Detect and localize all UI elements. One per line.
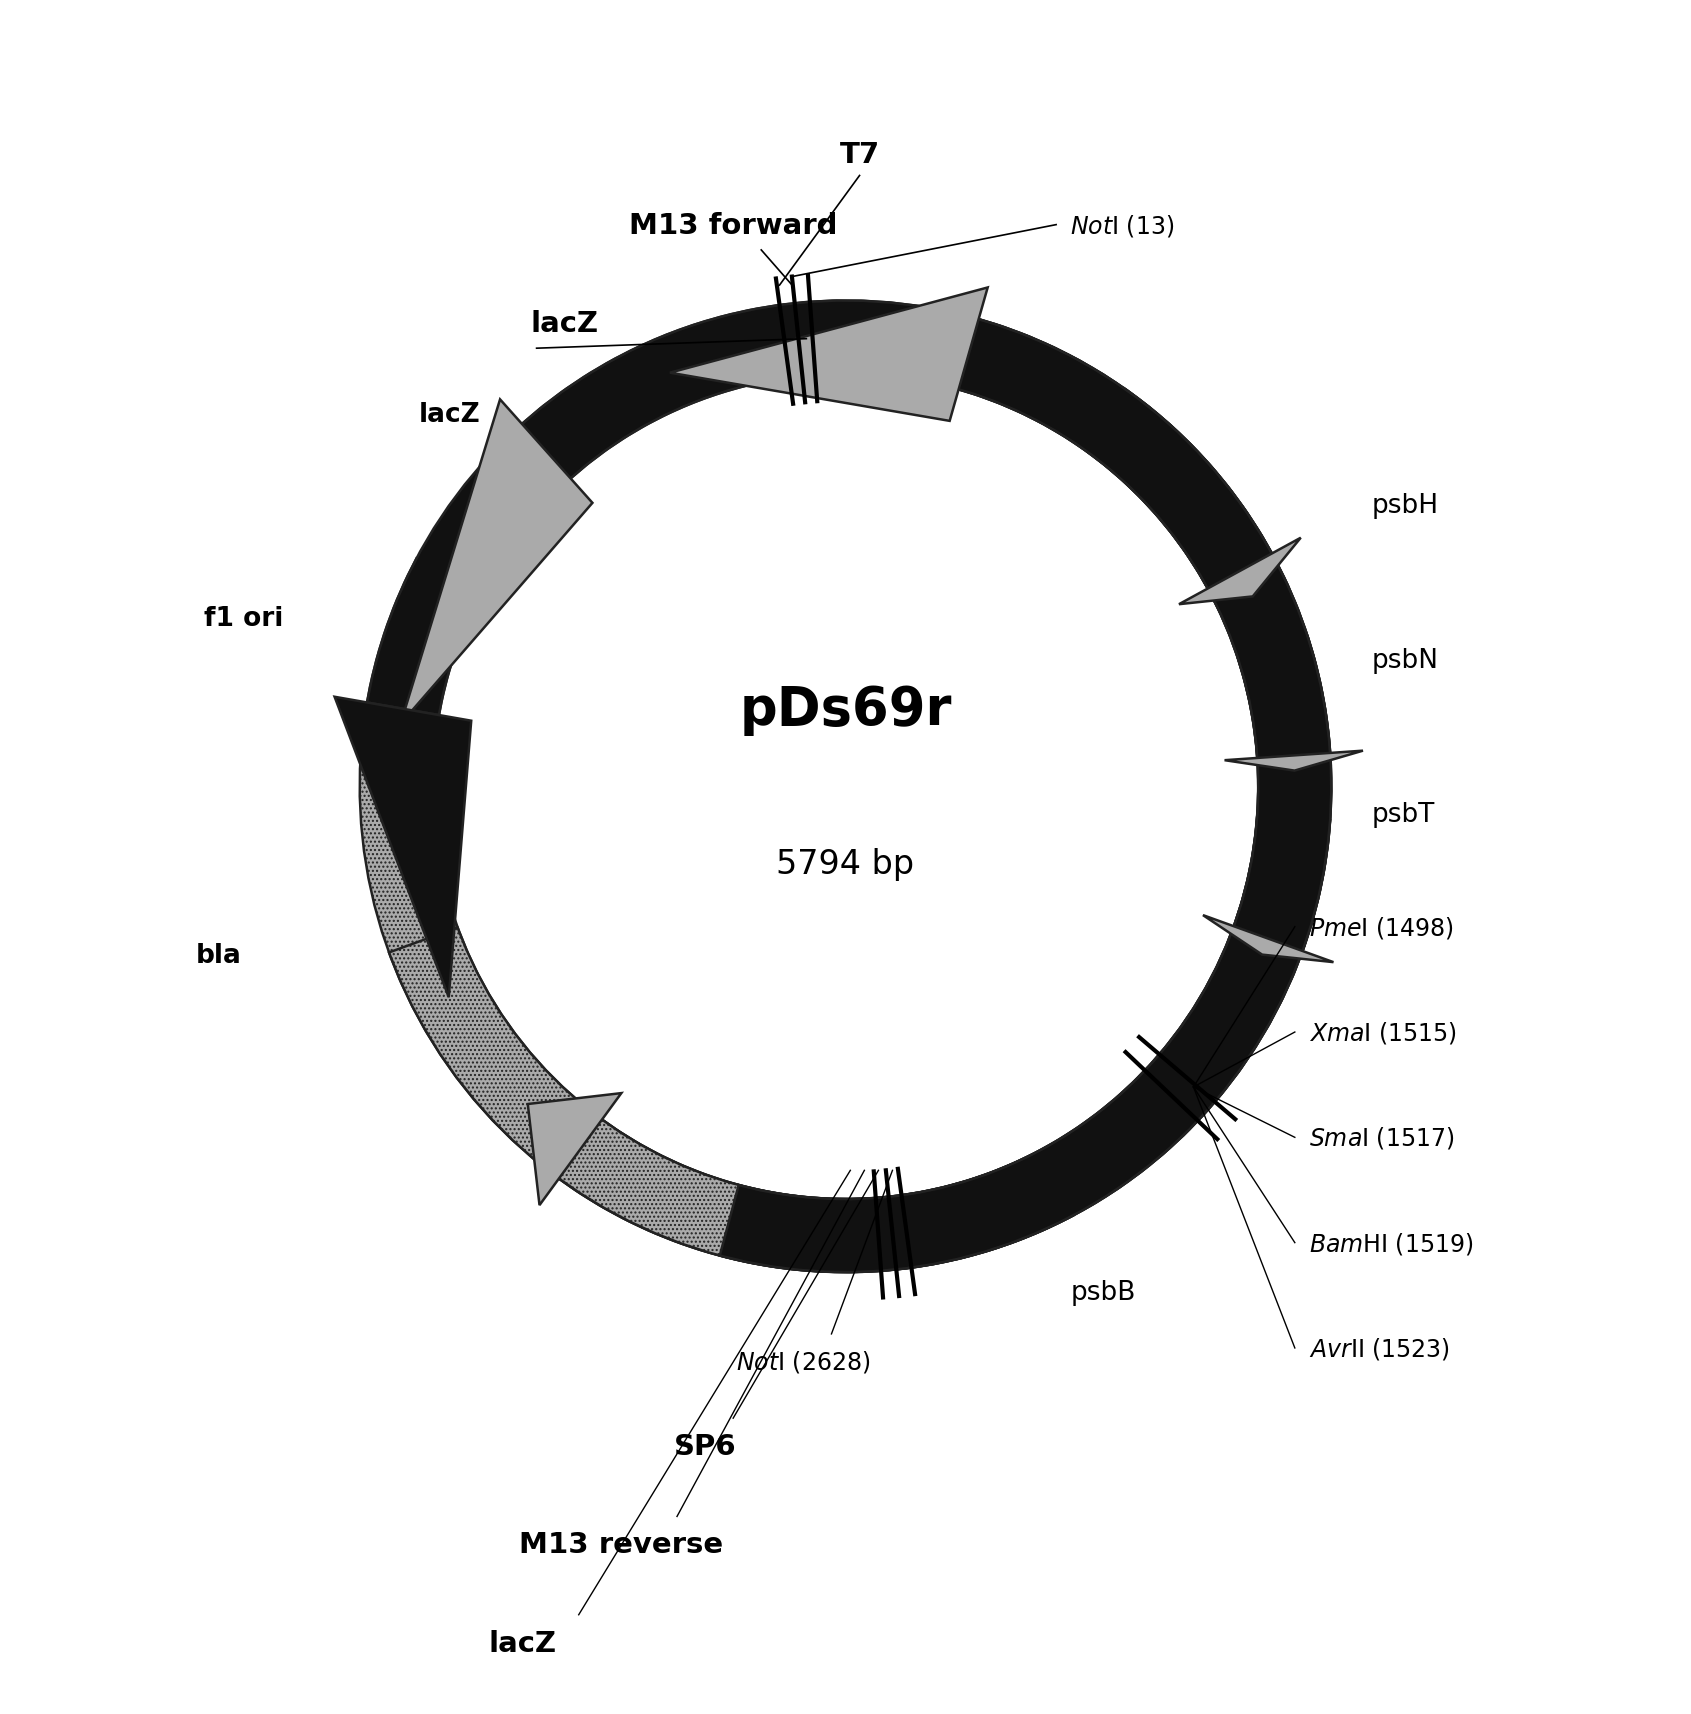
Text: $\it{Not}$I (13): $\it{Not}$I (13) — [1070, 213, 1175, 238]
Text: lacZ: lacZ — [531, 310, 599, 338]
Polygon shape — [360, 321, 1331, 1272]
Polygon shape — [367, 302, 1331, 1272]
Polygon shape — [670, 288, 988, 422]
Polygon shape — [1224, 751, 1363, 771]
Text: bla: bla — [196, 943, 242, 968]
Text: M13 forward: M13 forward — [629, 211, 837, 240]
Polygon shape — [1202, 915, 1334, 963]
Polygon shape — [528, 1094, 621, 1205]
Text: $\it{Avr}$II (1523): $\it{Avr}$II (1523) — [1309, 1335, 1449, 1361]
Text: lacZ: lacZ — [489, 1628, 556, 1657]
Text: 5794 bp: 5794 bp — [776, 847, 915, 881]
Text: $\it{Xma}$I (1515): $\it{Xma}$I (1515) — [1309, 1020, 1456, 1046]
Text: f1 ori: f1 ori — [205, 605, 284, 631]
Polygon shape — [401, 399, 592, 725]
Polygon shape — [1082, 389, 1272, 590]
Text: psbT: psbT — [1371, 802, 1436, 828]
Text: M13 reverse: M13 reverse — [519, 1531, 722, 1558]
Text: psbB: psbB — [1070, 1279, 1136, 1304]
Text: $\it{Pme}$I (1498): $\it{Pme}$I (1498) — [1309, 914, 1454, 941]
Polygon shape — [389, 302, 1331, 1272]
Polygon shape — [560, 1119, 1074, 1272]
Text: pDs69r: pDs69r — [739, 684, 952, 735]
Text: $\it{Bam}$HI (1519): $\it{Bam}$HI (1519) — [1309, 1231, 1473, 1256]
Polygon shape — [1179, 538, 1300, 605]
Polygon shape — [1234, 816, 1331, 951]
Text: T7: T7 — [839, 141, 879, 170]
Text: $\it{Not}$I (2628): $\it{Not}$I (2628) — [736, 1349, 871, 1375]
Text: SP6: SP6 — [673, 1433, 736, 1460]
Polygon shape — [335, 698, 472, 998]
Text: $\it{Sma}$I (1517): $\it{Sma}$I (1517) — [1309, 1124, 1454, 1150]
Polygon shape — [1238, 638, 1331, 759]
Text: lacZ: lacZ — [419, 403, 480, 428]
Text: psbH: psbH — [1371, 494, 1439, 519]
Text: psbN: psbN — [1371, 648, 1439, 674]
